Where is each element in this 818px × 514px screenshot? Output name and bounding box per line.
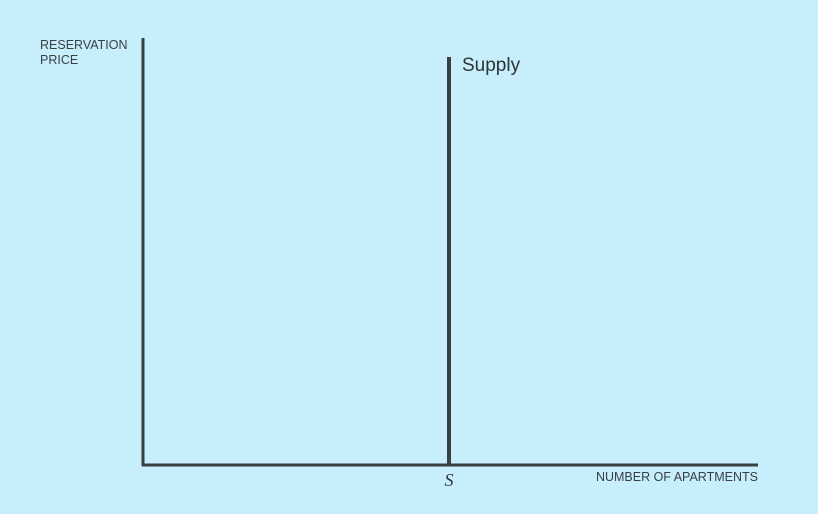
x-tick-label-s: S [445, 470, 454, 490]
supply-label: Supply [462, 55, 521, 76]
y-axis-label-line-1: RESERVATION [40, 38, 128, 52]
y-axis-label-line-2: PRICE [40, 53, 78, 67]
x-axis-label: NUMBER OF APARTMENTS [596, 470, 758, 484]
